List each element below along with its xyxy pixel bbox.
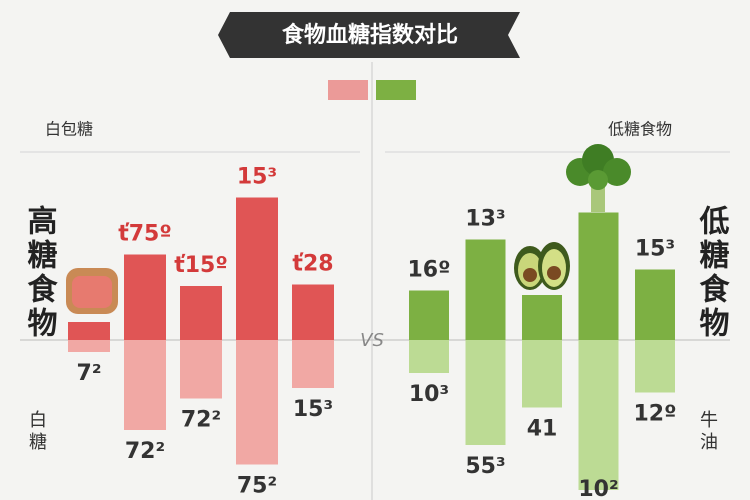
bar	[578, 212, 619, 340]
bar-below	[180, 340, 222, 399]
vs-label: VS	[360, 330, 384, 351]
bar-below	[522, 340, 562, 408]
toast-icon	[66, 268, 118, 314]
chart-title: 食物血糖指数对比	[282, 22, 458, 48]
value-label-below: 10²	[578, 477, 618, 500]
bar-below	[409, 340, 449, 373]
bar	[522, 295, 562, 340]
bar	[68, 322, 110, 340]
value-label-below: 10³	[409, 382, 449, 407]
value-label: ť15º	[174, 253, 228, 278]
value-label-below: 72²	[181, 408, 221, 433]
bar-below	[465, 340, 506, 445]
bar	[124, 254, 166, 340]
bar-below	[635, 340, 675, 393]
bar	[465, 239, 506, 340]
bar	[292, 284, 334, 340]
value-label-below: 7²	[77, 361, 102, 386]
legend-swatch	[376, 80, 416, 100]
value-label-below: 55³	[465, 454, 505, 479]
bar	[409, 290, 449, 340]
value-label-below: 75²	[237, 474, 277, 499]
bar-below	[68, 340, 110, 352]
value-label-below: 72²	[125, 439, 165, 464]
value-label: 15³	[635, 237, 675, 262]
legend-swatch	[328, 80, 368, 100]
title-banner	[218, 12, 520, 58]
value-label: 13³	[465, 207, 505, 232]
side-label: 低糖食物	[694, 205, 731, 341]
value-label: ť28	[292, 252, 333, 277]
bottom-label: 白糖	[26, 410, 47, 454]
value-label: 15³	[237, 165, 277, 190]
value-label: 16º	[407, 258, 450, 283]
panel-label: 白包糖	[45, 120, 93, 139]
avocado-icon	[514, 242, 570, 290]
bar	[635, 269, 675, 340]
bar	[236, 197, 278, 340]
value-label-below: 15³	[293, 397, 333, 422]
bar	[180, 286, 222, 340]
value-label-below: 41	[527, 417, 558, 442]
bar-below	[236, 340, 278, 465]
broccoli-icon	[566, 144, 631, 212]
value-label-below: 12º	[633, 402, 676, 427]
side-label: 高糖食物	[22, 205, 58, 341]
value-label: ť75º	[118, 222, 172, 247]
bottom-label: 牛油	[697, 410, 718, 454]
bar-below	[292, 340, 334, 388]
panel-label: 低糖食物	[608, 120, 672, 139]
bar-below	[578, 340, 619, 490]
bar-below	[124, 340, 166, 430]
